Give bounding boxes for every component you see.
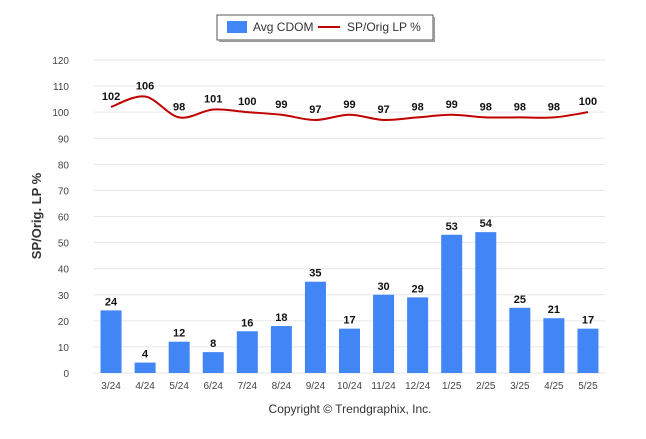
line-data-label: 97 (377, 104, 389, 116)
bar-data-label: 21 (548, 304, 560, 316)
legend: Avg CDOM SP/Orig LP % (216, 14, 435, 42)
x-tick-label: 7/24 (238, 381, 258, 392)
y-tick-label: 0 (63, 369, 69, 380)
line-data-label: 98 (173, 101, 185, 113)
y-axis-title: SP/Orig. LP % (29, 172, 44, 259)
bar-data-label: 17 (343, 315, 355, 327)
line-data-label: 100 (579, 96, 597, 108)
legend-bar-label: Avg CDOM (253, 20, 313, 34)
copyright-footer: Copyright © Trendgraphix, Inc. (269, 402, 432, 416)
line-data-label: 99 (275, 99, 287, 111)
x-tick-label: 6/24 (203, 381, 223, 392)
bar (577, 328, 599, 373)
legend-line-label: SP/Orig LP % (347, 20, 421, 34)
bar-data-label: 17 (582, 315, 594, 327)
line-data-label: 102 (102, 91, 120, 103)
line-data-label: 98 (548, 101, 560, 113)
line-data-label: 99 (343, 99, 355, 111)
bar-data-label: 53 (446, 221, 458, 233)
y-tick-label: 30 (58, 291, 70, 302)
bar-data-label: 35 (309, 268, 321, 280)
bar-data-label: 54 (480, 218, 493, 230)
x-tick-label: 5/25 (578, 381, 598, 392)
line-data-label: 98 (480, 101, 492, 113)
y-tick-label: 50 (58, 239, 70, 250)
line-data-label: 100 (238, 96, 256, 108)
y-tick-label: 100 (52, 108, 69, 119)
bar-data-label: 4 (142, 349, 149, 361)
x-tick-label: 2/25 (476, 381, 496, 392)
bar (475, 232, 497, 373)
bar (373, 294, 395, 373)
y-tick-label: 10 (58, 343, 70, 354)
y-tick-label: 40 (58, 265, 70, 276)
x-axis-ticks: 3/24 4/24 5/24 6/24 7/24 8/24 9/24 10/24 11/24 12… (101, 381, 598, 392)
bar-data-label: 8 (210, 338, 216, 350)
legend-shadow (219, 40, 435, 42)
line-data-label: 101 (204, 94, 222, 106)
bar-data-label: 30 (377, 281, 389, 293)
x-tick-label: 3/24 (101, 381, 121, 392)
line-data-label: 106 (136, 81, 154, 93)
x-tick-label: 4/24 (135, 381, 155, 392)
line-data-label: 98 (412, 101, 424, 113)
bar (270, 326, 292, 373)
bar-data-label: 25 (514, 294, 526, 306)
bar-data-label: 24 (105, 296, 118, 308)
y-tick-label: 110 (53, 82, 69, 93)
y-tick-label: 120 (52, 56, 69, 67)
bar (168, 341, 190, 373)
bar (407, 297, 429, 373)
x-tick-label: 4/25 (544, 381, 564, 392)
x-tick-label: 12/24 (405, 381, 430, 392)
line-data-label: 99 (446, 99, 458, 111)
bar-data-labels: 24 4 12 8 16 18 35 17 30 29 53 54 25 21 17 (105, 218, 594, 360)
y-tick-label: 20 (58, 317, 70, 328)
line-series (110, 95, 589, 122)
line-data-labels: 102 106 98 101 100 99 97 99 97 98 99 98 98 98 100 (102, 81, 597, 116)
y-axis-ticks: 0 10 20 30 40 50 60 70 80 90 100 110 120 (52, 56, 69, 380)
bar-data-label: 16 (241, 317, 253, 329)
line-data-label: 98 (514, 101, 526, 113)
y-tick-label: 90 (58, 134, 70, 145)
x-tick-label: 11/24 (371, 381, 396, 392)
bar-data-label: 18 (275, 312, 287, 324)
x-tick-label: 10/24 (337, 381, 362, 392)
bar (339, 328, 360, 373)
legend-shadow-right (433, 17, 435, 42)
y-tick-label: 80 (58, 160, 70, 171)
x-tick-label: 5/24 (169, 381, 189, 392)
x-tick-label: 8/24 (272, 381, 292, 392)
bar (441, 234, 463, 373)
x-tick-label: 3/25 (510, 381, 530, 392)
bar-data-label: 12 (173, 328, 185, 340)
bar (236, 331, 258, 373)
bar (543, 318, 565, 373)
y-tick-label: 70 (58, 186, 70, 197)
bar (134, 362, 156, 373)
line-data-label: 97 (309, 104, 321, 116)
bar-series (100, 232, 599, 373)
bar-data-label: 29 (412, 283, 424, 295)
bar (304, 281, 326, 373)
x-tick-label: 1/25 (442, 381, 462, 392)
bar (100, 310, 122, 373)
legend-bar-swatch (227, 21, 247, 33)
bar (509, 307, 531, 373)
bar (202, 352, 224, 373)
x-tick-label: 9/24 (306, 381, 326, 392)
y-tick-label: 60 (58, 213, 70, 224)
